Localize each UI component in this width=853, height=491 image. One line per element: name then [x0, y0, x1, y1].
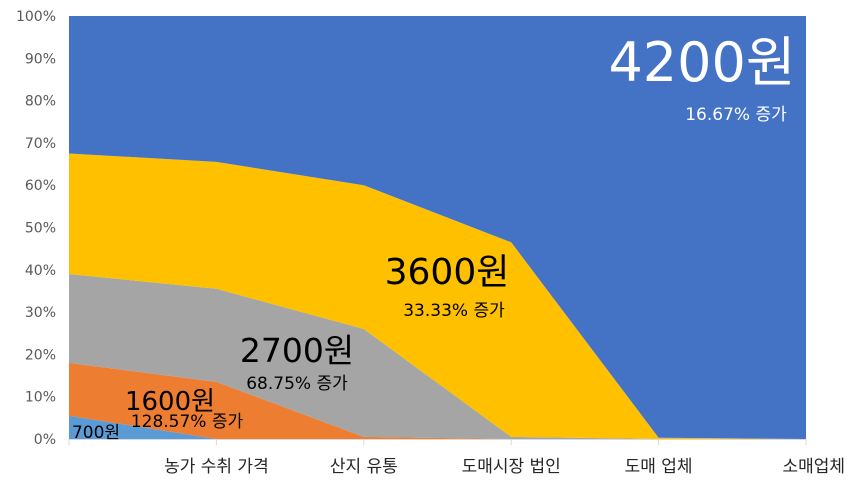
y-tick-label: 100% — [16, 9, 56, 25]
y-tick-label: 40% — [25, 263, 56, 279]
x-category-label: 도매 업체 — [625, 457, 693, 477]
y-tick-label: 0% — [34, 432, 56, 448]
x-axis: 농가 수취 가격 산지 유통 도매시장 법인 도매 업체 소매업체 — [68, 439, 845, 477]
area-s4200 — [69, 16, 806, 439]
area-s3600 — [69, 153, 806, 439]
x-category-label: 농가 수취 가격 — [164, 457, 269, 477]
area-series-group — [69, 16, 806, 439]
y-tick-label: 10% — [25, 390, 56, 406]
y-tick-label: 30% — [25, 305, 56, 321]
area-s2700 — [69, 274, 806, 439]
y-tick-label: 90% — [25, 51, 56, 67]
area-s1600 — [69, 362, 806, 439]
price-label-700: 700원 — [72, 423, 120, 443]
price-label-3600: 3600원 — [385, 252, 510, 293]
y-tick-label: 60% — [25, 178, 56, 194]
price-label-4200: 4200원 — [608, 31, 795, 94]
y-tick-label: 50% — [25, 221, 56, 237]
y-tick-label: 20% — [25, 347, 56, 363]
change-label-1600: 128.57% 증가 — [131, 412, 244, 432]
x-category-label: 소매업체 — [782, 457, 845, 477]
change-label-3600: 33.33% 증가 — [403, 301, 505, 321]
change-label-4200: 16.67% 증가 — [685, 105, 787, 125]
x-category-label: 산지 유통 — [330, 457, 398, 477]
y-tick-label: 80% — [25, 94, 56, 110]
annotations: 4200원 16.67% 증가 3600원 33.33% 증가 2700원 68… — [72, 31, 796, 443]
area-s700 — [69, 415, 806, 439]
x-category-label: 도매시장 법인 — [462, 457, 561, 477]
price-label-1600: 1600원 — [125, 387, 215, 417]
price-label-2700: 2700원 — [240, 331, 354, 370]
change-label-2700: 68.75% 증가 — [246, 374, 348, 394]
y-tick-label: 70% — [25, 136, 56, 152]
y-axis: 0% 10% 20% 30% 40% 50% 60% 70% 80% 90% 100% — [16, 9, 56, 448]
